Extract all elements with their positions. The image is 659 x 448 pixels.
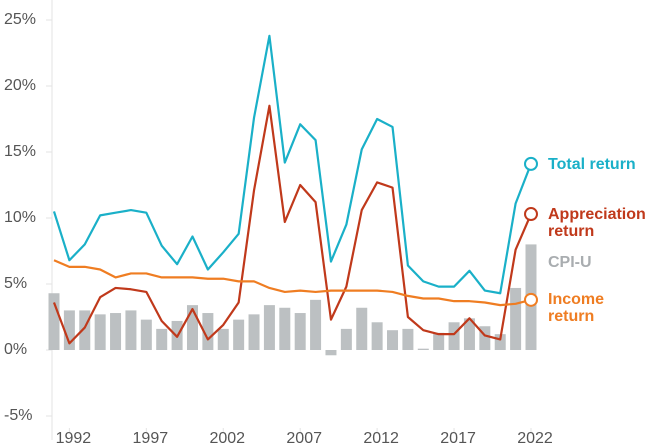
end-marker <box>524 207 538 222</box>
bar <box>294 313 306 350</box>
bar <box>356 307 368 350</box>
y-tick-label: 20% <box>4 77 36 94</box>
bar <box>156 328 168 350</box>
y-tick-label: 15% <box>4 143 36 160</box>
bar <box>140 319 152 350</box>
bar <box>433 332 445 350</box>
bar <box>310 299 322 350</box>
bar <box>186 305 198 350</box>
y-tick-label: 0% <box>4 341 27 358</box>
bar <box>233 319 245 350</box>
series-label: Appreciation return <box>548 206 646 240</box>
x-tick-label: 1992 <box>56 430 92 447</box>
bar <box>110 313 122 350</box>
series-label: CPI-U <box>548 254 592 271</box>
bar <box>79 310 91 350</box>
bar <box>510 287 522 350</box>
bar <box>325 350 337 356</box>
x-tick-label: 2007 <box>286 430 322 447</box>
bar <box>202 313 214 350</box>
bar <box>94 314 106 350</box>
line <box>53 259 532 307</box>
bar <box>494 334 506 350</box>
bar <box>463 318 475 350</box>
bar <box>279 307 291 350</box>
bar <box>417 348 429 350</box>
bar <box>263 305 275 350</box>
bar <box>479 326 491 350</box>
bar <box>217 328 229 350</box>
y-tick-label: 10% <box>4 209 36 226</box>
bar <box>248 314 260 350</box>
bar <box>402 328 414 350</box>
bar <box>48 293 60 350</box>
x-tick-label: 2012 <box>363 430 399 447</box>
x-tick-label: 2017 <box>440 430 476 447</box>
bar <box>387 330 399 350</box>
end-marker <box>524 156 538 171</box>
bar <box>371 322 383 350</box>
y-tick-label: 25% <box>4 11 36 28</box>
line <box>52 104 533 345</box>
y-tick-label: -5% <box>4 407 32 424</box>
bar <box>125 310 137 350</box>
y-tick-label: 5% <box>4 275 27 292</box>
x-tick-label: 2022 <box>517 430 553 447</box>
x-tick-label: 1997 <box>133 430 169 447</box>
series-label: Income return <box>548 291 605 325</box>
end-marker <box>524 292 538 307</box>
bar <box>448 322 460 350</box>
bar <box>63 310 75 350</box>
bar <box>340 328 352 350</box>
series-label: Total return <box>548 156 636 173</box>
x-tick-label: 2002 <box>209 430 245 447</box>
line <box>52 34 533 295</box>
